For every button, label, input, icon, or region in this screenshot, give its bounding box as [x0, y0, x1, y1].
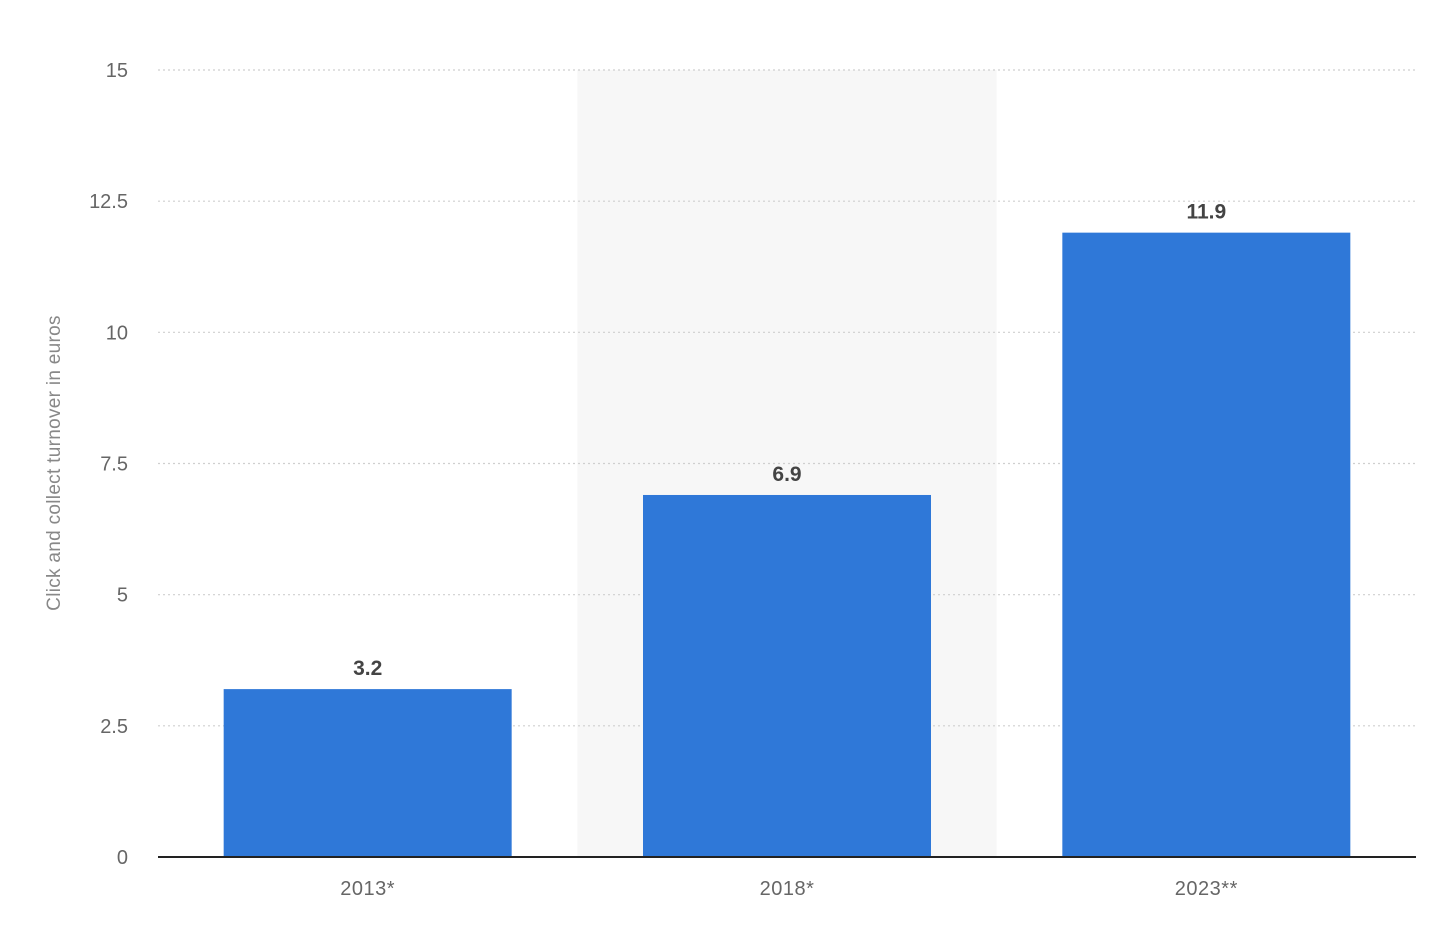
y-tick-label: 10 [106, 322, 128, 344]
bar[interactable] [223, 689, 512, 857]
bars [223, 232, 1351, 857]
x-tick-label: 2023** [1175, 878, 1238, 900]
y-tick-labels: 0 2.5 5 7.5 10 12.5 15 [89, 60, 128, 869]
data-label: 11.9 [1186, 201, 1226, 224]
bar[interactable] [1062, 232, 1351, 857]
x-tick-label: 2013* [340, 878, 395, 900]
x-tick-labels: 2013* 2018* 2023** [340, 878, 1238, 900]
y-tick-label: 2.5 [100, 716, 128, 738]
data-label: 6.9 [772, 463, 801, 486]
bar[interactable] [643, 494, 931, 857]
y-tick-label: 12.5 [89, 191, 128, 213]
y-tick-label: 7.5 [100, 454, 128, 476]
data-label: 3.2 [353, 657, 382, 680]
value-labels: 3.2 6.9 11.9 [353, 201, 1226, 680]
x-tick-label: 2018* [760, 878, 815, 900]
y-tick-label: 0 [117, 847, 128, 869]
y-axis-title: Click and collect turnover in euros [44, 315, 65, 611]
y-tick-label: 15 [106, 60, 128, 82]
y-tick-label: 5 [117, 585, 128, 607]
